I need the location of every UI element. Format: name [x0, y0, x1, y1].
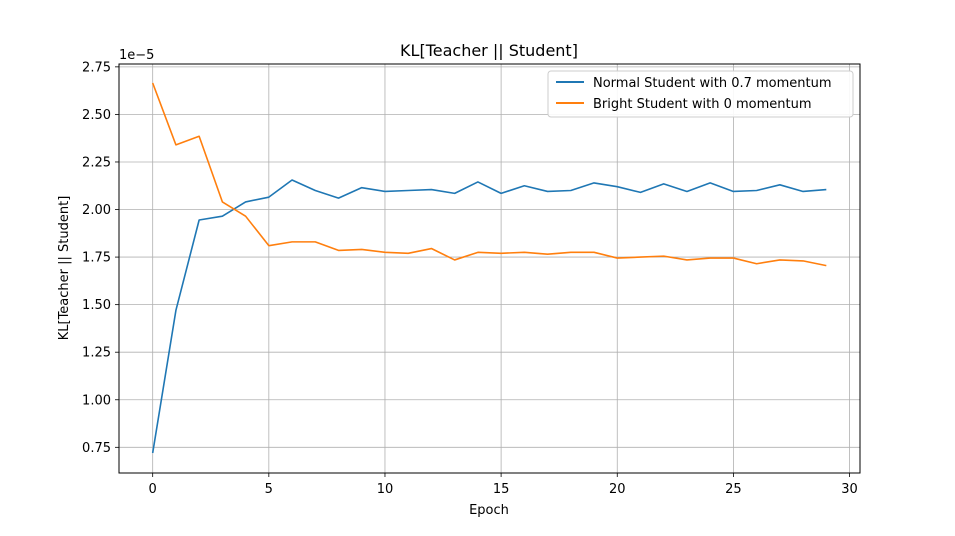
- y-tick-label: 1.00: [82, 393, 111, 408]
- y-axis-label: KL[Teacher || Student]: [57, 196, 72, 341]
- legend-label-bright-student: Bright Student with 0 momentum: [593, 97, 812, 112]
- x-tick-label: 30: [841, 482, 858, 497]
- x-axis-label: Epoch: [469, 503, 509, 518]
- y-tick-label: 1.75: [82, 251, 111, 266]
- series-line-bright-student: [151, 82, 827, 267]
- x-tick-label: 10: [377, 482, 394, 497]
- y-axis: 0.75 1.00 1.25 1.50 1.75 2.00 2.25 2.50 2.75: [82, 60, 119, 456]
- x-tick-label: 15: [493, 482, 510, 497]
- y-tick-label: 0.75: [82, 441, 111, 456]
- legend: Normal Student with 0.7 momentum Bright …: [547, 70, 854, 118]
- grid: [119, 64, 860, 473]
- x-tick-label: 20: [609, 482, 626, 497]
- y-tick-label: 2.75: [82, 60, 111, 75]
- x-axis: 0 5 10 15 20 25 30: [149, 473, 858, 497]
- x-tick-label: 25: [725, 482, 742, 497]
- y-axis-multiplier: 1e−5: [119, 48, 154, 63]
- y-tick-label: 2.50: [82, 108, 111, 123]
- series-group: [151, 82, 827, 454]
- legend-label-normal-student: Normal Student with 0.7 momentum: [593, 76, 832, 91]
- legend-box: [547, 70, 854, 118]
- x-tick-label: 0: [149, 482, 157, 497]
- y-tick-label: 1.25: [82, 346, 111, 361]
- x-tick-label: 5: [265, 482, 273, 497]
- plot-area-frame: [118, 63, 861, 474]
- y-tick-label: 2.00: [82, 203, 111, 218]
- series-line-normal-student: [151, 179, 827, 454]
- y-tick-label: 1.50: [82, 298, 111, 313]
- y-tick-label: 2.25: [82, 155, 111, 170]
- chart-title: KL[Teacher || Student]: [400, 41, 578, 60]
